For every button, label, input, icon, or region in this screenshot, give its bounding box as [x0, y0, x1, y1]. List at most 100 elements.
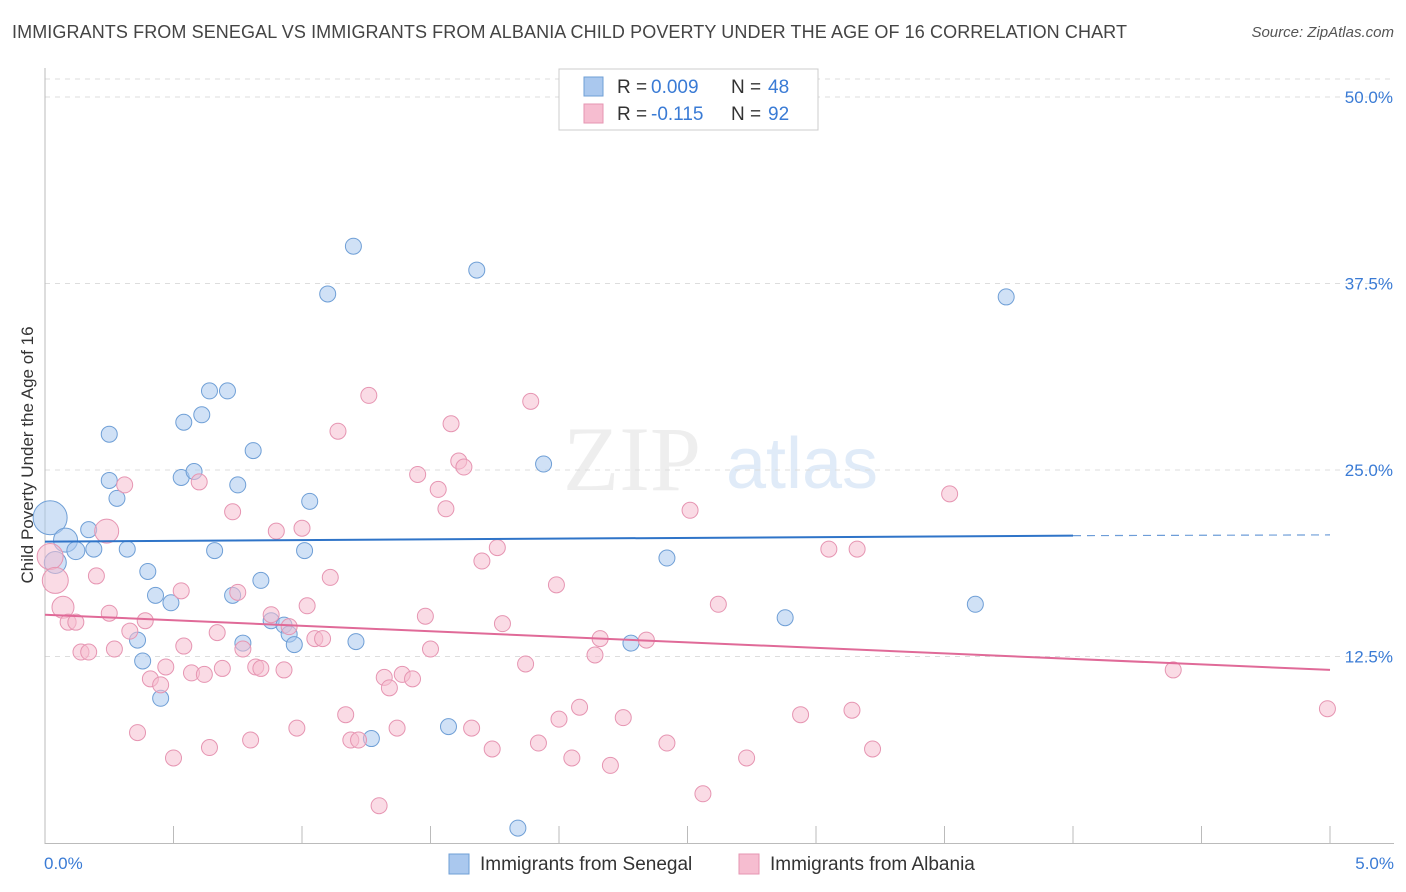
albania-point-0 — [36, 543, 64, 571]
legend-swatch-senegal — [583, 76, 604, 97]
albania-point-54 — [409, 465, 427, 483]
senegal-point-15 — [162, 594, 180, 612]
albania-point-53 — [404, 670, 422, 688]
albania-point-64 — [483, 740, 501, 758]
albania-point-17 — [157, 658, 175, 676]
albania-point-43 — [329, 422, 347, 440]
albania-point-22 — [190, 473, 208, 491]
senegal-point-39 — [468, 261, 486, 279]
senegal-point-36 — [347, 633, 365, 651]
albania-point-28 — [229, 583, 247, 601]
albania-point-26 — [213, 659, 231, 677]
albania-point-20 — [175, 637, 193, 655]
senegal-point-32 — [296, 542, 314, 560]
senegal-point-17 — [175, 413, 193, 431]
albania-point-36 — [280, 618, 298, 636]
y-tick-label-0: 12.5% — [1345, 648, 1393, 667]
senegal-point-35 — [344, 237, 362, 255]
y-tick-label-2: 37.5% — [1345, 275, 1393, 294]
x-tick-label-min: 0.0% — [44, 854, 83, 873]
albania-point-55 — [416, 607, 434, 625]
albania-point-91 — [1318, 700, 1336, 718]
albania-point-61 — [455, 458, 473, 476]
senegal-point-8 — [118, 540, 136, 558]
senegal-point-33 — [301, 492, 319, 510]
x-axis-ticks — [44, 826, 1331, 844]
senegal-point-12 — [139, 562, 157, 580]
watermark-atlas: atlas — [726, 424, 878, 504]
albania-point-46 — [350, 731, 368, 749]
albania-point-18 — [165, 749, 182, 767]
x-tick-label-max: 5.0% — [1355, 854, 1394, 873]
albania-point-34 — [267, 522, 285, 540]
albania-point-51 — [388, 719, 406, 737]
senegal-point-34 — [319, 285, 337, 303]
albania-point-19 — [172, 582, 190, 600]
senegal-point-31 — [285, 636, 303, 654]
albania-point-74 — [586, 646, 604, 664]
legend-n-value-albania: 92 — [768, 104, 789, 125]
albania-point-41 — [314, 630, 332, 648]
albania-point-56 — [422, 640, 439, 658]
senegal-point-13 — [147, 586, 165, 604]
senegal-point-5 — [85, 540, 103, 558]
senegal-point-11 — [134, 652, 152, 670]
senegal-point-43 — [658, 549, 676, 567]
senegal-point-3 — [66, 541, 86, 561]
legend-r-label-albania: R = — [617, 104, 652, 125]
senegal-point-38 — [439, 718, 457, 736]
senegal-trend-line — [44, 534, 1074, 543]
senegal-point-6 — [100, 471, 118, 489]
legend-n-label-albania: N = — [731, 104, 766, 125]
bottom-legend-label-albania: Immigrants from Albania — [770, 854, 975, 875]
albania-point-25 — [208, 624, 226, 642]
albania-point-50 — [380, 679, 398, 697]
albania-point-10 — [105, 640, 123, 658]
albania-point-6 — [80, 643, 98, 661]
albania-point-1 — [41, 566, 69, 594]
albania-point-29 — [234, 640, 252, 658]
albania-point-88 — [864, 740, 882, 758]
albania-trend-line — [44, 613, 1331, 671]
albania-point-30 — [242, 731, 260, 749]
albania-point-80 — [681, 501, 699, 519]
albania-point-13 — [129, 724, 147, 742]
albania-point-58 — [437, 500, 455, 518]
albania-point-65 — [488, 539, 506, 557]
senegal-trend-line-extension — [1072, 534, 1331, 537]
albania-point-77 — [614, 709, 632, 727]
albania-point-82 — [709, 595, 727, 613]
bottom-legend-label-senegal: Immigrants from Senegal — [480, 854, 692, 875]
grid-lines — [45, 78, 1394, 657]
albania-point-37 — [288, 719, 306, 737]
trend-lines — [44, 534, 1331, 671]
watermark-zip: ZIP — [563, 408, 701, 510]
albania-point-84 — [792, 706, 810, 724]
bottom-legend-swatch-senegal — [448, 853, 470, 875]
axes — [44, 68, 1394, 844]
albania-point-72 — [563, 749, 581, 767]
albania-point-76 — [601, 756, 619, 774]
albania-point-62 — [463, 719, 481, 737]
senegal-point-40 — [509, 819, 527, 837]
source-credit: Source: ZipAtlas.com — [1251, 24, 1394, 41]
y-tick-labels: 12.5% 25.0% 37.5% 50.0% — [1345, 88, 1393, 667]
senegal-point-44 — [776, 609, 794, 627]
albania-points — [36, 386, 1336, 815]
albania-point-66 — [493, 615, 511, 633]
albania-point-59 — [442, 415, 460, 433]
albania-point-47 — [360, 386, 378, 404]
senegal-point-46 — [997, 288, 1015, 306]
senegal-points — [32, 237, 1015, 837]
bottom-legend: Immigrants from Senegal Immigrants from … — [448, 853, 975, 875]
albania-point-89 — [941, 485, 959, 503]
albania-point-32 — [252, 659, 270, 677]
senegal-point-41 — [535, 455, 553, 473]
albania-point-81 — [694, 785, 712, 803]
albania-point-69 — [522, 392, 540, 410]
albania-point-73 — [571, 698, 589, 716]
senegal-point-24 — [229, 476, 247, 494]
albania-point-48 — [370, 797, 388, 815]
albania-point-24 — [200, 739, 218, 757]
